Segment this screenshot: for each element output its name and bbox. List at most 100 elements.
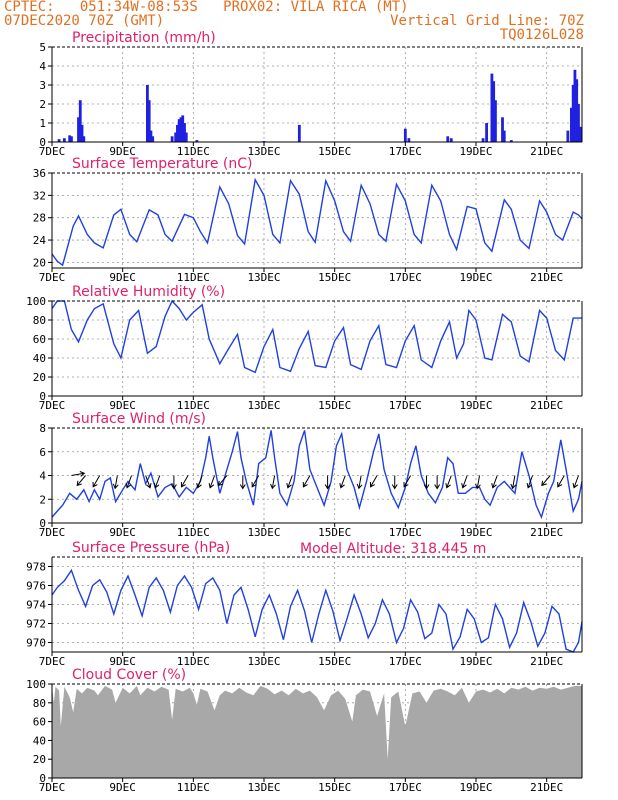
wind-arrow (572, 475, 579, 489)
precip-bar (174, 132, 178, 142)
x-tick-label: 15DEC (318, 781, 351, 794)
x-tick-label: 11DEC (177, 399, 210, 412)
wind-arrow (180, 475, 189, 488)
wind-arrow (208, 475, 216, 489)
y-tick-label: 0 (39, 136, 46, 149)
wind-arrow-head (445, 482, 451, 489)
y-tick-label: 6 (39, 446, 46, 459)
cloud-cover-area (52, 685, 582, 778)
wind-arrow-shaft (145, 475, 151, 488)
wind-arrow-head (170, 484, 177, 490)
wind-arrow (270, 475, 276, 490)
precip-bar (403, 128, 407, 142)
wind-arrow-shaft (303, 475, 311, 488)
wind-arrow-head (112, 483, 119, 490)
x-tick-label: 17DEC (389, 655, 422, 668)
wind-arrow-head (356, 483, 363, 490)
wind-arrow (196, 475, 203, 489)
wind-arrow (510, 475, 517, 490)
precip-bar (407, 138, 411, 142)
y-tick-label: 20 (33, 371, 46, 384)
wind-arrow-head (208, 482, 215, 489)
precip-bar (184, 132, 188, 142)
y-tick-label: 3 (39, 79, 46, 92)
wind-arrow-shaft (340, 475, 346, 488)
wind-arrow (339, 475, 346, 489)
y-tick-label: 24 (33, 234, 47, 247)
wind-arrow (71, 471, 86, 477)
precip-bar (297, 124, 301, 142)
wind-arrow (356, 475, 363, 490)
wind-arrow (125, 475, 132, 489)
x-tick-label: 19DEC (459, 399, 492, 412)
panel-title: Surface Pressure (hPa) (72, 540, 230, 556)
precip-bar (449, 138, 453, 142)
wind-arrow-shaft (462, 475, 468, 488)
wind-arrow-shaft (573, 475, 579, 488)
panel-4: Surface Wind (m/s) 0 2 4 6 8 7DEC 9DEC 11DEC 13DE… (39, 411, 583, 539)
wind-arrow-head (324, 484, 331, 490)
x-tick-label: 15DEC (318, 655, 351, 668)
wind-arrow (526, 475, 534, 489)
header-code: TQ0126L028 (499, 27, 584, 43)
precip-bar (573, 69, 577, 142)
x-tick-label: 15DEC (318, 526, 351, 539)
y-tick-label: 80 (33, 697, 46, 710)
x-tick-label: 11DEC (177, 655, 210, 668)
wind-arrow (302, 475, 311, 488)
y-tick-label: 978 (26, 561, 46, 574)
precip-bar (571, 85, 575, 142)
wind-arrow-head (557, 482, 563, 488)
precip-bar (570, 107, 573, 142)
wind-arrow (92, 475, 101, 488)
wind-arrow-head (475, 483, 481, 490)
y-tick-label: 40 (33, 734, 46, 747)
precip-bar (176, 124, 179, 142)
precip-bar (151, 136, 155, 142)
wind-arrow-head (92, 482, 98, 488)
y-tick-label: 0 (39, 390, 46, 403)
precip-bar (80, 124, 84, 142)
precip-bar (62, 138, 66, 142)
x-tick-label: 7DEC (39, 655, 66, 668)
precip-bar (179, 117, 183, 142)
wind-arrow-head (286, 482, 292, 489)
wind-arrow-shaft (492, 475, 498, 488)
wind-arrow-shaft (197, 475, 203, 488)
precip-bar (485, 123, 488, 142)
x-tick-label: 21DEC (530, 271, 563, 284)
panel-6: Cloud Cover (%) 0 20 40 60 80 100 7DEC 9DEC 11DEC… (26, 667, 583, 794)
header-location: CPTEC: 051:34W-08:53S PROX02: VILA RICA … (4, 0, 409, 15)
wind-arrow-head (239, 484, 246, 490)
x-tick-label: 11DEC (177, 526, 210, 539)
wind-arrow-shaft (114, 475, 118, 489)
wind-arrow-shaft (557, 475, 565, 488)
wind-arrow-head (491, 482, 497, 489)
x-tick-label: 9DEC (109, 271, 136, 284)
x-tick-label: 7DEC (39, 781, 66, 794)
y-tick-label: 28 (33, 212, 46, 225)
wind-arrow (76, 475, 86, 487)
wind-arrow (475, 475, 481, 490)
x-tick-label: 21DEC (530, 526, 563, 539)
x-tick-label: 17DEC (389, 781, 422, 794)
x-tick-label: 11DEC (177, 145, 210, 158)
y-tick-label: 974 (26, 599, 46, 612)
wind-arrow-head (196, 482, 202, 489)
wind-arrow (145, 475, 152, 489)
wind-arrow-shaft (446, 475, 452, 488)
y-tick-label: 4 (39, 60, 46, 73)
x-tick-label: 19DEC (459, 655, 492, 668)
precip-bar (195, 140, 199, 142)
y-tick-label: 60 (33, 716, 46, 729)
precip-bar (77, 117, 80, 142)
y-tick-label: 976 (26, 580, 46, 593)
y-tick-label: 100 (26, 678, 46, 691)
wind-arrow (324, 475, 331, 490)
x-tick-label: 7DEC (39, 271, 66, 284)
wind-arrow-head (572, 482, 579, 489)
y-tick-label: 0 (39, 772, 46, 785)
wind-arrow (445, 475, 452, 489)
precip-bar (78, 100, 82, 142)
wind-arrow-head (461, 482, 467, 489)
